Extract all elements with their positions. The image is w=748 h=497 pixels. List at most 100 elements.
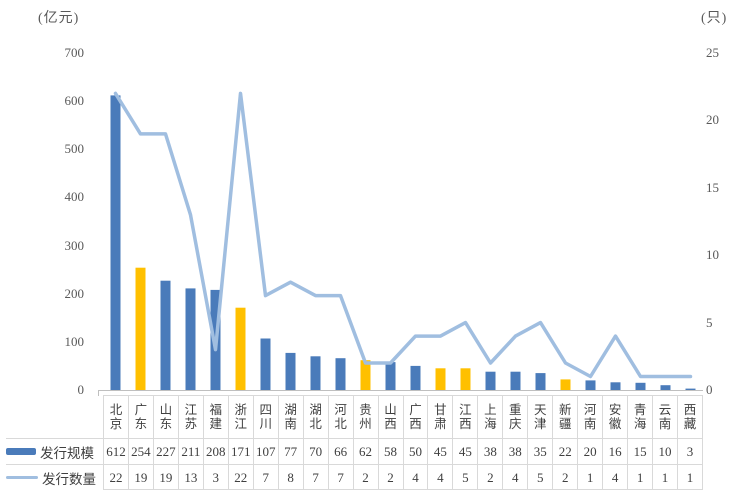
- bar-山西: [385, 362, 396, 390]
- left-tick-100: 100: [64, 333, 85, 349]
- bar-青海: [635, 382, 646, 390]
- table-value-count-安徽: 4: [602, 464, 628, 490]
- legend-item-count: 发行数量: [6, 464, 103, 490]
- bar-贵州: [360, 360, 371, 390]
- table-value-count-云南: 1: [652, 464, 678, 490]
- bar-湖南: [285, 352, 296, 390]
- right-tick-20: 20: [706, 112, 719, 128]
- right-tick-25: 25: [706, 45, 719, 60]
- table-value-scale-安徽: 16: [602, 438, 628, 464]
- table-value-count-四川: 7: [252, 464, 278, 490]
- category-header-河北: 河北: [327, 395, 353, 438]
- category-header-西藏: 西藏: [677, 395, 702, 438]
- legend-item-scale: 发行规模: [6, 438, 103, 464]
- category-header-浙江: 浙江: [227, 395, 253, 438]
- table-value-scale-甘肃: 45: [427, 438, 453, 464]
- left-tick-300: 300: [64, 237, 85, 253]
- table-value-scale-天津: 35: [527, 438, 553, 464]
- bar-四川: [260, 338, 271, 390]
- table-value-scale-新疆: 22: [552, 438, 578, 464]
- bar-山东: [160, 280, 171, 390]
- category-header-青海: 青海: [627, 395, 653, 438]
- category-header-四川: 四川: [252, 395, 278, 438]
- table-value-count-湖北: 7: [302, 464, 328, 490]
- table-value-count-西藏: 1: [677, 464, 702, 490]
- table-value-scale-西藏: 3: [677, 438, 702, 464]
- left-tick-700: 700: [64, 45, 85, 60]
- table-value-scale-青海: 15: [627, 438, 653, 464]
- category-header-贵州: 贵州: [352, 395, 378, 438]
- table-value-count-福建: 3: [202, 464, 228, 490]
- left-tick-0: 0: [77, 382, 85, 397]
- table-value-scale-浙江: 171: [227, 438, 253, 464]
- table-value-scale-山西: 58: [377, 438, 403, 464]
- category-header-上海: 上海: [477, 395, 503, 438]
- category-header-新疆: 新疆: [552, 395, 578, 438]
- left-tick-500: 500: [64, 141, 85, 157]
- bar-河南: [585, 380, 596, 390]
- table-value-scale-河北: 66: [327, 438, 353, 464]
- table-value-scale-江西: 45: [452, 438, 478, 464]
- table-value-scale-江苏: 211: [177, 438, 203, 464]
- table-value-count-河南: 1: [577, 464, 603, 490]
- right-tick-0: 0: [706, 382, 713, 397]
- category-header-甘肃: 甘肃: [427, 395, 453, 438]
- table-value-scale-贵州: 62: [352, 438, 378, 464]
- table-value-scale-广东: 254: [127, 438, 153, 464]
- left-tick-400: 400: [64, 189, 85, 205]
- right-tick-10: 10: [706, 247, 719, 263]
- table-value-count-浙江: 22: [227, 464, 253, 490]
- left-tick-600: 600: [64, 93, 85, 109]
- table-value-count-湖南: 8: [277, 464, 303, 490]
- table-value-count-贵州: 2: [352, 464, 378, 490]
- table-value-count-青海: 1: [627, 464, 653, 490]
- table-value-count-天津: 5: [527, 464, 553, 490]
- category-header-天津: 天津: [527, 395, 553, 438]
- table-value-scale-北京: 612: [103, 438, 128, 464]
- category-header-福建: 福建: [202, 395, 228, 438]
- category-header-安徽: 安徽: [602, 395, 628, 438]
- table-value-scale-湖北: 70: [302, 438, 328, 464]
- bar-湖北: [310, 356, 321, 390]
- bar-安徽: [610, 382, 621, 390]
- category-header-广西: 广西: [402, 395, 428, 438]
- table-value-count-广西: 4: [402, 464, 428, 490]
- category-header-重庆: 重庆: [502, 395, 528, 438]
- category-header-湖南: 湖南: [277, 395, 303, 438]
- bar-广西: [410, 365, 421, 390]
- bar-新疆: [560, 379, 571, 390]
- category-header-山西: 山西: [377, 395, 403, 438]
- data-table: 北京广东山东江苏福建浙江四川湖南湖北河北贵州山西广西甘肃江西上海重庆天津新疆河南…: [103, 395, 703, 490]
- table-value-count-江苏: 13: [177, 464, 203, 490]
- bar-天津: [535, 373, 546, 390]
- category-header-江西: 江西: [452, 395, 478, 438]
- bar-重庆: [510, 371, 521, 390]
- line-series-swatch: [6, 476, 38, 479]
- table-value-scale-湖南: 77: [277, 438, 303, 464]
- legend-label-scale: 发行规模: [40, 445, 94, 461]
- category-header-湖北: 湖北: [302, 395, 328, 438]
- table-value-scale-广西: 50: [402, 438, 428, 464]
- category-header-云南: 云南: [652, 395, 678, 438]
- table-value-scale-山东: 227: [152, 438, 178, 464]
- table-value-scale-福建: 208: [202, 438, 228, 464]
- table-value-count-广东: 19: [127, 464, 153, 490]
- category-header-河南: 河南: [577, 395, 603, 438]
- right-axis-title: (只): [701, 11, 728, 26]
- table-value-scale-上海: 38: [477, 438, 503, 464]
- bar-北京: [110, 95, 121, 391]
- table-value-count-河北: 7: [327, 464, 353, 490]
- right-tick-5: 5: [706, 314, 713, 330]
- category-header-山东: 山东: [152, 395, 178, 438]
- category-header-江苏: 江苏: [177, 395, 203, 438]
- category-header-广东: 广东: [127, 395, 153, 438]
- table-value-scale-四川: 107: [252, 438, 278, 464]
- category-header-北京: 北京: [103, 395, 128, 438]
- table-value-count-山西: 2: [377, 464, 403, 490]
- bar-云南: [660, 385, 671, 390]
- left-tick-200: 200: [64, 285, 85, 301]
- table-value-scale-重庆: 38: [502, 438, 528, 464]
- legend-label-count: 发行数量: [42, 471, 96, 487]
